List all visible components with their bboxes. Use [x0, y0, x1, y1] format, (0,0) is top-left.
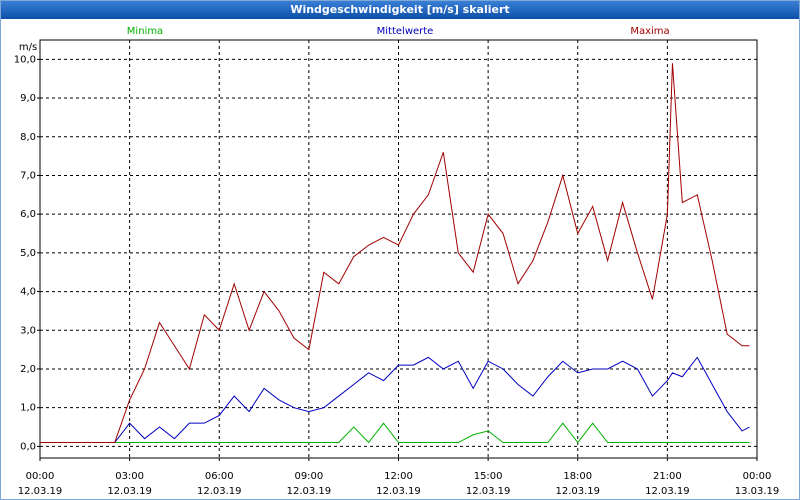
- legend-label: Maxima: [630, 26, 669, 37]
- y-tick-label: 8,0: [20, 132, 36, 143]
- title-bar: [1, 1, 799, 19]
- x-tick-label: 03:00: [115, 471, 144, 482]
- x-tick-date: 12.03.19: [18, 486, 63, 497]
- chart-title: Windgeschwindigkeit [m/s] skaliert: [290, 3, 509, 16]
- y-tick-label: 2,0: [20, 364, 36, 375]
- x-tick-date: 12.03.19: [376, 486, 421, 497]
- x-tick-label: 15:00: [474, 471, 503, 482]
- y-tick-label: 3,0: [20, 325, 36, 336]
- series-line: [40, 63, 750, 444]
- x-tick-date: 12.03.19: [107, 486, 152, 497]
- y-tick-label: 5,0: [20, 248, 36, 259]
- x-tick-date: 12.03.19: [197, 486, 242, 497]
- y-tick-label: 7,0: [20, 170, 36, 181]
- x-tick-label: 12:00: [384, 471, 413, 482]
- series-line: [40, 356, 750, 444]
- y-tick-label: 6,0: [20, 209, 36, 220]
- x-tick-date: 12.03.19: [645, 486, 690, 497]
- x-tick-label: 21:00: [653, 471, 682, 482]
- series-line: [40, 422, 750, 444]
- x-tick-label: 18:00: [563, 471, 592, 482]
- x-tick-label: 00:00: [743, 471, 772, 482]
- x-tick-label: 09:00: [294, 471, 323, 482]
- x-tick-label: 00:00: [26, 471, 55, 482]
- y-tick-label: 9,0: [20, 93, 36, 104]
- plot: 0,0 1,0 2,0 3,0 4,0 5,0 6,0 7,0 8,0 9,0 10,0 00:00 1…: [14, 26, 780, 497]
- legend-label: Minima: [127, 26, 163, 37]
- x-tick-date: 12.03.19: [287, 486, 332, 497]
- y-unit: m/s: [19, 42, 37, 53]
- plot-frame: [39, 39, 758, 459]
- y-tick-label: 10,0: [14, 54, 36, 65]
- y-tick-label: 1,0: [20, 403, 36, 414]
- x-tick-label: 06:00: [205, 471, 234, 482]
- x-tick-date: 13.03.19: [735, 486, 780, 497]
- y-tick-label: 4,0: [20, 287, 36, 298]
- y-tick-label: 0,0: [20, 441, 36, 452]
- legend-label: Mittelwerte: [377, 26, 434, 37]
- x-tick-date: 12.03.19: [466, 486, 511, 497]
- x-tick-date: 12.03.19: [555, 486, 600, 497]
